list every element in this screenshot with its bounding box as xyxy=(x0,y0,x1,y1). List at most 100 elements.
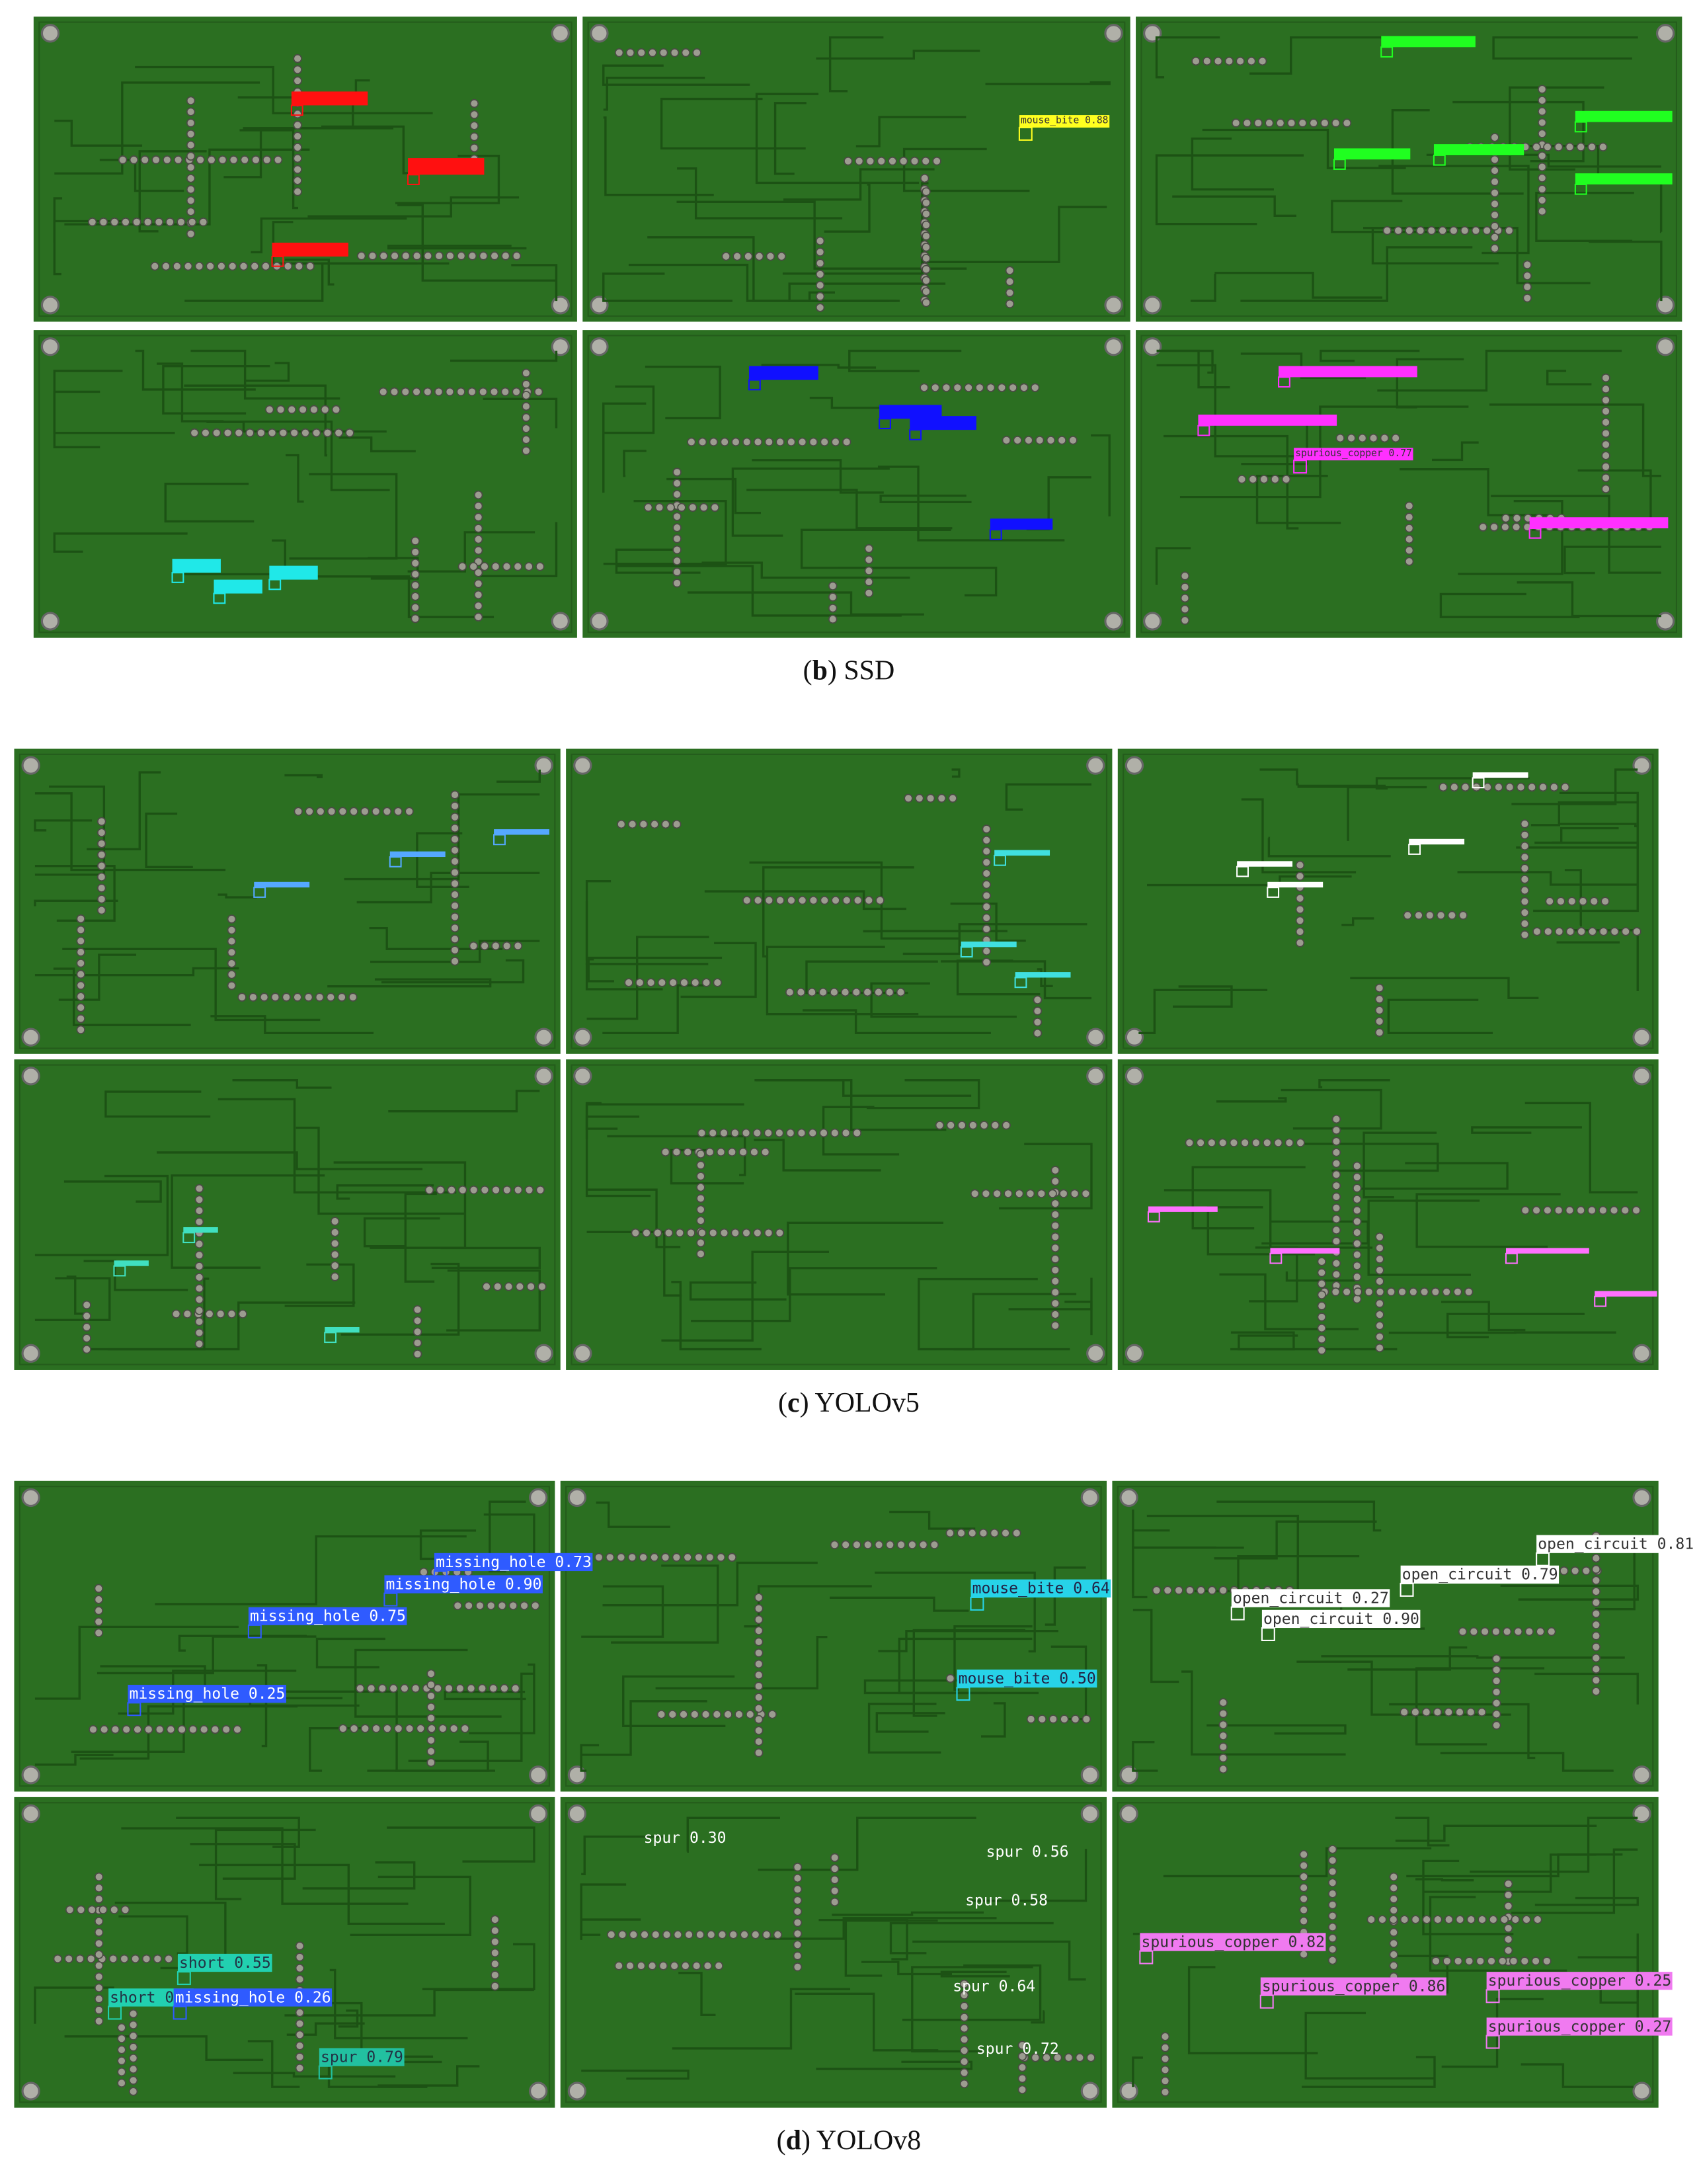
pcb-panel xyxy=(560,1797,1107,2108)
pad xyxy=(831,437,840,447)
pad xyxy=(426,1736,436,1745)
pad xyxy=(1438,226,1447,235)
pad xyxy=(719,1128,729,1138)
trace xyxy=(397,204,556,282)
pad xyxy=(727,1553,736,1562)
trace xyxy=(731,467,890,537)
pad xyxy=(1203,56,1212,66)
pad xyxy=(1490,188,1499,198)
pad xyxy=(695,1930,705,1939)
pad xyxy=(337,992,346,1002)
mount-hole xyxy=(1632,756,1651,775)
detection-label-bg xyxy=(1486,1972,1673,1990)
pad xyxy=(606,1930,616,1939)
pad xyxy=(1218,1698,1228,1707)
pad xyxy=(864,566,874,575)
pad xyxy=(668,978,678,987)
pad xyxy=(864,588,874,598)
pad xyxy=(412,387,421,397)
pad xyxy=(1543,1205,1552,1215)
detection-box xyxy=(1485,2035,1500,2049)
pad xyxy=(696,1149,705,1159)
pad xyxy=(164,1954,173,1964)
pad xyxy=(76,936,85,946)
trace xyxy=(1358,1162,1509,1190)
pad xyxy=(1601,484,1610,494)
pad xyxy=(186,96,196,106)
pad xyxy=(1037,1189,1047,1198)
pad xyxy=(629,1930,638,1939)
pad xyxy=(672,545,682,555)
detection-label-bg xyxy=(1267,881,1324,888)
pad xyxy=(775,437,785,447)
detection-label-bg xyxy=(1575,110,1673,122)
pad xyxy=(1389,1906,1398,1915)
pad xyxy=(631,1228,640,1238)
trace xyxy=(912,1940,1086,1981)
pad xyxy=(330,1228,340,1237)
detection-box xyxy=(271,255,284,267)
pcb-board xyxy=(33,330,577,638)
caption-part: b xyxy=(812,656,828,686)
pad xyxy=(187,218,197,227)
pad xyxy=(194,1217,204,1227)
trace xyxy=(53,370,175,434)
trace xyxy=(1214,1520,1377,1560)
pad xyxy=(785,987,795,997)
detection-box xyxy=(213,592,226,604)
pad xyxy=(697,1228,707,1238)
pad xyxy=(257,428,266,438)
pad xyxy=(368,251,377,261)
pad xyxy=(320,405,330,415)
trace xyxy=(84,1277,210,1351)
pad xyxy=(132,218,141,227)
pad xyxy=(450,812,459,822)
pad xyxy=(594,1553,604,1562)
pad xyxy=(491,1959,500,1968)
pad xyxy=(424,1185,434,1195)
trace xyxy=(190,1843,296,1880)
pad xyxy=(1353,1172,1362,1182)
detection-label-bg xyxy=(994,850,1050,856)
detection-label-bg xyxy=(748,366,818,380)
pad xyxy=(450,957,459,966)
detection-label: missing_hole 0.26 xyxy=(175,1989,331,2006)
detection-label-bg xyxy=(408,158,485,175)
pad xyxy=(1471,226,1481,235)
pad xyxy=(94,2005,104,2015)
trace xyxy=(756,1078,972,1097)
pad xyxy=(94,1983,104,1993)
pad xyxy=(283,261,293,271)
pad xyxy=(1490,177,1499,186)
pad xyxy=(921,156,931,166)
pad xyxy=(1520,930,1530,940)
pad xyxy=(444,1683,454,1693)
detection-label-bg xyxy=(1400,1565,1560,1584)
pad xyxy=(464,1601,473,1611)
trace xyxy=(848,349,962,372)
pad xyxy=(450,834,459,844)
pad xyxy=(1331,1287,1341,1297)
pad xyxy=(762,1930,771,1939)
pad xyxy=(673,1930,683,1939)
pad xyxy=(1450,782,1459,792)
pad xyxy=(265,405,274,415)
pad xyxy=(1163,1586,1173,1595)
pad xyxy=(1610,927,1620,936)
pad xyxy=(627,1553,637,1562)
pad xyxy=(87,218,97,227)
pad xyxy=(1299,1905,1308,1915)
trace xyxy=(1516,791,1639,849)
trace xyxy=(145,812,193,869)
pad xyxy=(797,437,807,447)
pad xyxy=(675,1228,685,1238)
pad xyxy=(1050,1266,1060,1275)
pad xyxy=(1601,451,1610,460)
pad xyxy=(982,880,991,889)
pad xyxy=(194,1239,204,1249)
trace xyxy=(824,183,871,233)
pad xyxy=(1389,1950,1398,1959)
pad xyxy=(922,243,931,252)
pad xyxy=(97,828,106,837)
trace xyxy=(1219,1273,1359,1330)
